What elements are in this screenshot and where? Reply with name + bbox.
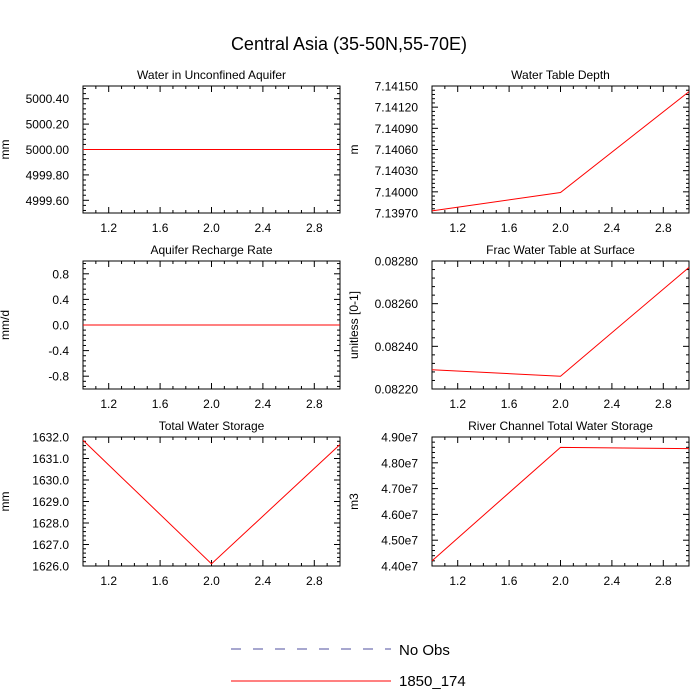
y-tick-label: 5000.20 xyxy=(26,118,70,132)
y-tick-label: 0.0 xyxy=(52,319,69,333)
x-tick-label: 2.8 xyxy=(655,574,672,588)
chart-panel-5: Total Water Storage mm 1.2 1.6 2.0 2.4 2.8 1626… xyxy=(0,419,341,588)
y-tick-label: 7.14030 xyxy=(375,164,419,178)
chart-panel-6: River Channel Total Water Storage m3 1.2 1.… xyxy=(347,419,690,588)
x-tick-label: 2.8 xyxy=(306,221,323,235)
x-tick-label: 2.8 xyxy=(655,221,672,235)
y-tick-label: 4999.80 xyxy=(26,168,70,182)
y-tick-label: 0.08220 xyxy=(375,383,419,397)
y-tick-label: 0.8 xyxy=(52,267,69,281)
figure-title: Central Asia (35-50N,55-70E) xyxy=(231,34,467,54)
y-tick-label: 7.14090 xyxy=(375,122,419,136)
legend-entry: 1850_174 xyxy=(231,673,466,690)
y-tick-label: 4.50e7 xyxy=(381,534,418,548)
x-tick-label: 1.6 xyxy=(501,397,518,411)
series-line xyxy=(431,267,690,377)
y-tick-label: 1628.0 xyxy=(32,517,69,531)
y-tick-label: 7.14000 xyxy=(375,185,419,199)
y-tick-label: 1629.0 xyxy=(32,495,69,509)
panel-title: Total Water Storage xyxy=(159,419,265,433)
legend-label: No Obs xyxy=(399,642,450,659)
x-tick-label: 2.4 xyxy=(604,574,621,588)
legend-label: 1850_174 xyxy=(399,673,466,690)
chart-panel-4: Frac Water Table at Surface unitless [0-1… xyxy=(347,243,690,411)
x-tick-label: 2.4 xyxy=(255,574,272,588)
y-tick-label: 0.08240 xyxy=(375,340,419,354)
x-tick-label: 2.4 xyxy=(255,221,272,235)
y-tick-label: 5000.40 xyxy=(26,92,70,106)
x-tick-label: 2.8 xyxy=(306,397,323,411)
y-tick-label: 4999.60 xyxy=(26,194,70,208)
x-tick-label: 2.0 xyxy=(552,221,569,235)
x-tick-label: 2.0 xyxy=(203,397,220,411)
y-tick-label: 4.60e7 xyxy=(381,508,418,522)
x-tick-label: 1.6 xyxy=(152,221,169,235)
x-tick-label: 1.2 xyxy=(100,221,117,235)
x-tick-label: 1.6 xyxy=(501,574,518,588)
panels: Water in Unconfined Aquifer mm 1.2 1.6 2.0 2.… xyxy=(0,68,690,588)
legend-entry: No Obs xyxy=(231,642,450,659)
y-axis-label: mm xyxy=(0,140,12,160)
y-tick-label: 1626.0 xyxy=(32,560,69,574)
x-tick-label: 1.6 xyxy=(152,574,169,588)
y-axis-label: unitless [0-1] xyxy=(347,291,361,359)
x-tick-label: 2.4 xyxy=(255,397,272,411)
y-axis-label: m xyxy=(347,145,361,155)
y-tick-label: -0.8 xyxy=(48,370,69,384)
y-tick-label: 7.14150 xyxy=(375,80,419,94)
x-tick-label: 2.0 xyxy=(552,574,569,588)
x-tick-label: 1.2 xyxy=(100,574,117,588)
x-tick-label: 1.2 xyxy=(449,574,466,588)
x-tick-label: 2.0 xyxy=(203,574,220,588)
y-tick-label: 4.40e7 xyxy=(381,560,418,574)
x-tick-label: 2.8 xyxy=(306,574,323,588)
y-tick-label: 7.14060 xyxy=(375,143,419,157)
y-tick-label: 1631.0 xyxy=(32,452,69,466)
x-tick-label: 2.8 xyxy=(655,397,672,411)
series-line xyxy=(431,446,690,562)
panel-title: Aquifer Recharge Rate xyxy=(150,243,272,257)
panel-title: Water Table Depth xyxy=(511,68,610,82)
y-axis-label: m3 xyxy=(347,493,361,510)
chart-panel-1: Water in Unconfined Aquifer mm 1.2 1.6 2.0 2.… xyxy=(0,68,341,235)
y-tick-label: 4.80e7 xyxy=(381,456,418,470)
y-tick-label: 0.08280 xyxy=(375,255,419,269)
y-tick-label: 1630.0 xyxy=(32,474,69,488)
chart-panel-2: Water Table Depth m 1.2 1.6 2.0 2.4 2.8 7.13970… xyxy=(347,68,690,235)
y-axis-label: mm xyxy=(0,492,12,512)
y-tick-label: 4.90e7 xyxy=(381,431,418,445)
x-tick-label: 2.4 xyxy=(604,221,621,235)
x-tick-label: 2.0 xyxy=(203,221,220,235)
y-tick-label: 5000.00 xyxy=(26,143,70,157)
y-tick-label: 7.13970 xyxy=(375,207,419,221)
x-tick-label: 1.6 xyxy=(501,221,518,235)
legend: No Obs 1850_174 xyxy=(231,642,466,690)
y-tick-label: 7.14120 xyxy=(375,101,419,115)
x-tick-label: 1.2 xyxy=(449,397,466,411)
y-tick-label: 1632.0 xyxy=(32,431,69,445)
x-tick-label: 1.6 xyxy=(152,397,169,411)
y-axis-label: mm/d xyxy=(0,310,12,340)
chart-panel-3: Aquifer Recharge Rate mm/d 1.2 1.6 2.0 2.4 2.8… xyxy=(0,243,341,411)
x-tick-label: 1.2 xyxy=(449,221,466,235)
y-tick-label: 0.4 xyxy=(52,293,69,307)
y-tick-label: 1627.0 xyxy=(32,538,69,552)
y-tick-label: -0.4 xyxy=(48,344,69,358)
series-line xyxy=(431,91,690,212)
panel-title: Frac Water Table at Surface xyxy=(486,243,635,257)
x-tick-label: 1.2 xyxy=(100,397,117,411)
series-line xyxy=(82,439,341,565)
x-tick-label: 2.4 xyxy=(604,397,621,411)
y-tick-label: 4.70e7 xyxy=(381,482,418,496)
panel-title: River Channel Total Water Storage xyxy=(468,419,653,433)
panel-title: Water in Unconfined Aquifer xyxy=(137,68,286,82)
y-tick-label: 0.08260 xyxy=(375,297,419,311)
x-tick-label: 2.0 xyxy=(552,397,569,411)
